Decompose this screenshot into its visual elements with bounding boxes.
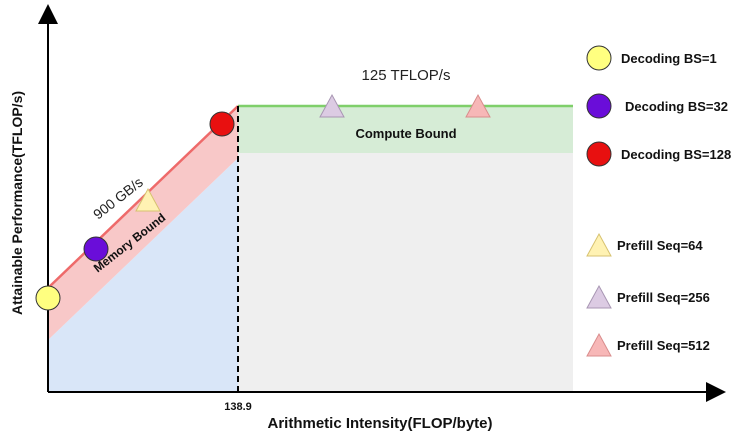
memory-bound-band [48,106,238,340]
point-prefill-seq512 [465,93,491,118]
point-decoding-bs128 [209,111,235,137]
point-prefill-seq64 [135,187,161,212]
legend-marker-prefill-seq256 [586,284,612,309]
point-prefill-seq256 [319,93,345,118]
legend-label-decoding-bs32: Decoding BS=32 [625,98,728,114]
compute-bound-band [238,106,573,153]
legend-prefill-seq64: Prefill Seq=64 [585,232,703,258]
legend-prefill-seq512: Prefill Seq=512 [585,332,710,358]
legend-marker-prefill-seq512 [586,332,612,357]
legend-label-prefill-seq64: Prefill Seq=64 [617,237,703,253]
legend-label-decoding-bs128: Decoding BS=128 [621,146,732,162]
legend-marker-prefill-seq64 [586,232,612,257]
point-decoding-bs1 [35,285,61,311]
compute-bound-label: Compute Bound [355,126,456,141]
y-axis-label: Attainable Performance(TFLOP/s) [9,91,25,315]
legend-label-prefill-seq256: Prefill Seq=256 [617,289,710,305]
roof-label: 125 TFLOP/s [362,67,451,84]
compute-bound-area [238,153,573,392]
legend-decoding-bs1: Decoding BS=1 [585,44,717,72]
memory-slope-line [47,105,239,289]
legend-marker-decoding-bs32 [586,93,612,119]
legend-label-decoding-bs1: Decoding BS=1 [621,50,717,66]
legend-marker-decoding-bs1 [586,45,612,71]
legend-decoding-bs128: Decoding BS=128 [585,140,731,168]
ridge-tick-label: 138.9 [224,401,252,413]
legend-marker-decoding-bs128 [586,141,612,167]
legend-label-prefill-seq512: Prefill Seq=512 [617,337,710,353]
x-axis-label: Arithmetic Intensity(FLOP/byte) [267,415,492,432]
legend-decoding-bs32: Decoding BS=32 [585,92,728,120]
memory-bound-area [48,158,238,392]
point-decoding-bs32 [83,236,109,262]
legend-prefill-seq256: Prefill Seq=256 [585,284,710,310]
